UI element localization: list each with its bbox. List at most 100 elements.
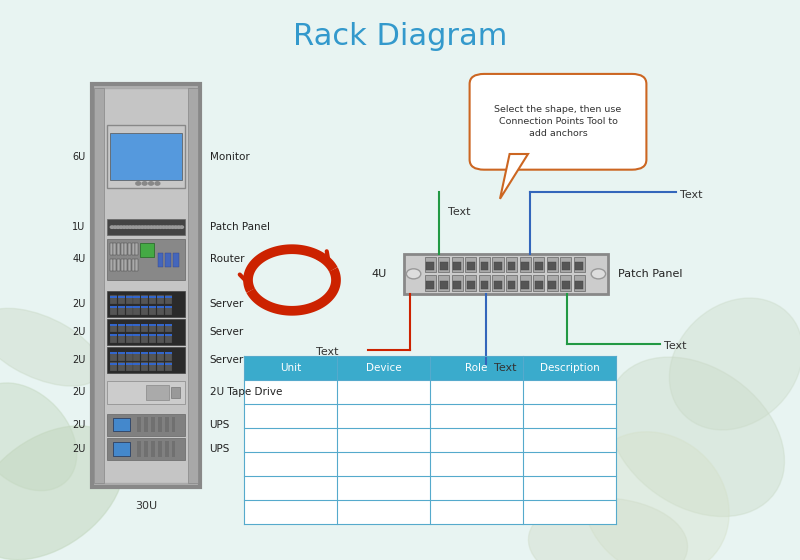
Text: Server: Server	[210, 327, 244, 337]
FancyBboxPatch shape	[166, 334, 172, 337]
FancyBboxPatch shape	[128, 259, 131, 272]
Ellipse shape	[670, 298, 800, 430]
FancyBboxPatch shape	[575, 281, 583, 289]
FancyBboxPatch shape	[121, 243, 124, 255]
FancyBboxPatch shape	[158, 363, 164, 365]
Text: 2U: 2U	[72, 444, 86, 454]
FancyBboxPatch shape	[137, 417, 141, 432]
FancyBboxPatch shape	[135, 243, 138, 255]
FancyBboxPatch shape	[150, 324, 156, 326]
FancyBboxPatch shape	[519, 276, 530, 291]
FancyBboxPatch shape	[118, 334, 125, 337]
Circle shape	[168, 226, 171, 228]
FancyBboxPatch shape	[452, 276, 463, 291]
FancyBboxPatch shape	[134, 334, 141, 337]
FancyBboxPatch shape	[150, 306, 156, 315]
Circle shape	[165, 226, 168, 228]
Circle shape	[155, 182, 160, 185]
FancyBboxPatch shape	[158, 253, 163, 268]
FancyBboxPatch shape	[134, 334, 141, 343]
FancyBboxPatch shape	[118, 352, 125, 361]
FancyBboxPatch shape	[158, 306, 164, 308]
FancyBboxPatch shape	[142, 295, 149, 304]
FancyBboxPatch shape	[118, 324, 125, 333]
FancyBboxPatch shape	[118, 362, 125, 371]
FancyBboxPatch shape	[110, 352, 117, 361]
FancyBboxPatch shape	[126, 295, 133, 304]
Text: 1U: 1U	[72, 222, 86, 232]
FancyBboxPatch shape	[244, 451, 616, 475]
FancyBboxPatch shape	[117, 259, 120, 272]
FancyBboxPatch shape	[172, 441, 175, 456]
FancyBboxPatch shape	[166, 296, 172, 298]
FancyBboxPatch shape	[150, 306, 156, 308]
FancyBboxPatch shape	[135, 259, 138, 272]
FancyBboxPatch shape	[118, 295, 125, 304]
FancyBboxPatch shape	[142, 306, 149, 308]
FancyBboxPatch shape	[521, 281, 529, 289]
FancyBboxPatch shape	[134, 362, 141, 371]
Text: Text: Text	[494, 363, 516, 373]
FancyBboxPatch shape	[244, 475, 616, 500]
FancyBboxPatch shape	[548, 281, 556, 289]
Text: 4U: 4U	[72, 254, 86, 264]
Text: 2U: 2U	[72, 298, 86, 309]
FancyBboxPatch shape	[134, 363, 141, 365]
FancyBboxPatch shape	[562, 262, 570, 270]
Text: 2U Tape Drive: 2U Tape Drive	[210, 388, 282, 398]
FancyBboxPatch shape	[134, 296, 141, 298]
FancyBboxPatch shape	[124, 259, 127, 272]
Circle shape	[134, 226, 138, 228]
FancyBboxPatch shape	[438, 256, 450, 272]
Ellipse shape	[0, 309, 101, 386]
Circle shape	[141, 226, 144, 228]
FancyBboxPatch shape	[126, 363, 133, 365]
FancyBboxPatch shape	[150, 295, 156, 304]
FancyBboxPatch shape	[560, 256, 571, 272]
FancyBboxPatch shape	[479, 256, 490, 272]
FancyBboxPatch shape	[158, 441, 162, 456]
FancyBboxPatch shape	[244, 500, 616, 524]
Circle shape	[136, 182, 141, 185]
Circle shape	[406, 269, 421, 279]
FancyBboxPatch shape	[110, 259, 113, 272]
FancyBboxPatch shape	[150, 441, 154, 456]
FancyBboxPatch shape	[134, 306, 141, 315]
FancyBboxPatch shape	[158, 324, 164, 326]
FancyBboxPatch shape	[426, 281, 434, 289]
Text: Unit: Unit	[280, 363, 301, 372]
FancyBboxPatch shape	[126, 352, 133, 354]
FancyBboxPatch shape	[534, 262, 542, 270]
Text: Patch Panel: Patch Panel	[618, 269, 682, 279]
FancyBboxPatch shape	[560, 276, 571, 291]
Circle shape	[129, 226, 132, 228]
FancyBboxPatch shape	[440, 281, 448, 289]
FancyBboxPatch shape	[126, 334, 133, 343]
FancyBboxPatch shape	[244, 380, 616, 404]
FancyBboxPatch shape	[110, 334, 117, 343]
FancyBboxPatch shape	[118, 324, 125, 326]
FancyBboxPatch shape	[158, 362, 164, 371]
FancyBboxPatch shape	[142, 296, 149, 298]
FancyBboxPatch shape	[166, 295, 172, 304]
Circle shape	[156, 226, 159, 228]
FancyBboxPatch shape	[165, 417, 169, 432]
Text: Select the shape, then use
Connection Points Tool to
add anchors: Select the shape, then use Connection Po…	[494, 105, 622, 138]
Text: Text: Text	[680, 190, 702, 200]
Circle shape	[119, 226, 123, 228]
FancyBboxPatch shape	[546, 256, 558, 272]
FancyBboxPatch shape	[171, 387, 180, 398]
FancyBboxPatch shape	[150, 324, 156, 333]
FancyBboxPatch shape	[126, 352, 133, 361]
FancyBboxPatch shape	[107, 239, 185, 279]
FancyBboxPatch shape	[144, 417, 147, 432]
FancyBboxPatch shape	[121, 259, 124, 272]
FancyBboxPatch shape	[110, 306, 117, 315]
Ellipse shape	[0, 383, 77, 491]
FancyBboxPatch shape	[110, 306, 117, 308]
Circle shape	[174, 226, 178, 228]
FancyBboxPatch shape	[452, 256, 463, 272]
FancyBboxPatch shape	[466, 276, 477, 291]
Circle shape	[171, 226, 174, 228]
FancyBboxPatch shape	[126, 306, 133, 315]
